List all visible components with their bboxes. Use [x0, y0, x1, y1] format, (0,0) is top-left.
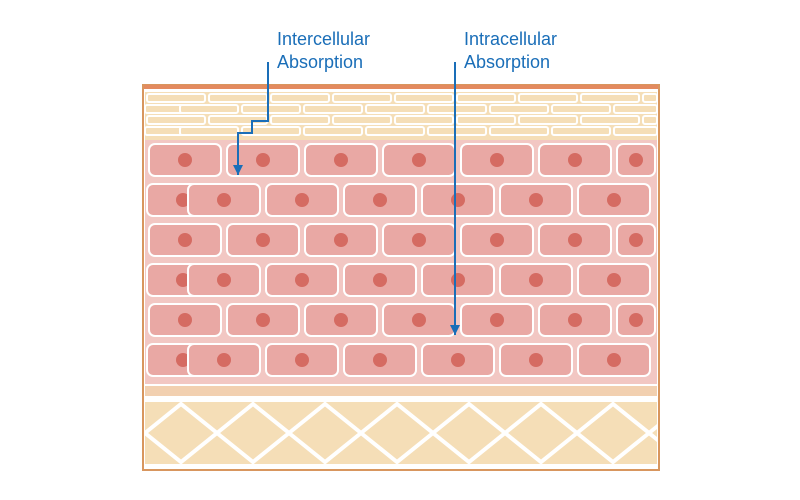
intercellular-line1: Intercellular	[277, 29, 370, 49]
intracellular-line1: Intracellular	[464, 29, 557, 49]
skin-absorption-diagram	[0, 0, 800, 500]
intracellular-line2: Absorption	[464, 52, 550, 72]
intercellular-line2: Absorption	[277, 52, 363, 72]
intracellular-label: Intracellular Absorption	[464, 28, 557, 73]
intercellular-label: Intercellular Absorption	[277, 28, 370, 73]
